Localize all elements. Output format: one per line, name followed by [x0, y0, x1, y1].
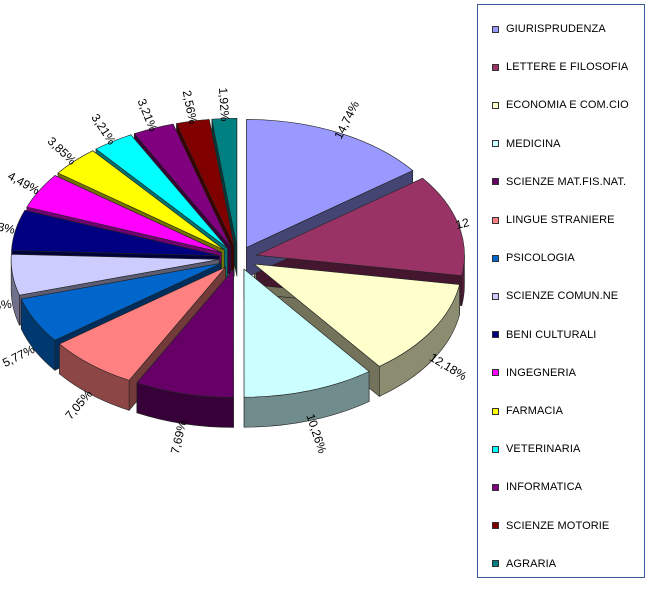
legend-swatch: [492, 178, 499, 186]
legend-label: INFORMATICA: [506, 481, 583, 494]
legend-item: MEDICINA: [492, 136, 561, 152]
legend-item: PSICOLOGIA: [492, 250, 575, 266]
pie-slice-2: [253, 263, 460, 367]
legend-item: INGEGNERIA: [492, 365, 576, 381]
pie-data-label-1: 12,82%: [454, 209, 470, 232]
legend-swatch: [492, 292, 499, 300]
legend-swatch: [492, 63, 499, 71]
legend-label: SCIENZE MOTORIE: [506, 519, 610, 532]
pie-slice-0: [246, 119, 414, 248]
pie-data-label-3: 10,26%: [303, 412, 329, 455]
legend-item: INFORMATICA: [492, 479, 582, 495]
legend-item: AGRARIA: [492, 556, 556, 572]
legend-item: SCIENZE MAT.FIS.NAT.: [492, 174, 626, 190]
pie-data-label-14: 1,92%: [216, 87, 232, 122]
legend-label: VETERINARIA: [506, 443, 581, 456]
pie-data-label-0: 14,74%: [331, 98, 362, 141]
pie-data-label-11: 3,21%: [88, 111, 119, 147]
pie-slice-4: [136, 268, 234, 398]
legend-item: VETERINARIA: [492, 441, 580, 457]
pie-slice-12: [133, 123, 232, 248]
chart-legend: GIURISPRUDENZA LETTERE E FILOSOFIA ECONOMI…: [477, 4, 645, 578]
legend-swatch: [492, 522, 499, 530]
legend-item: BENI CULTURALI: [492, 327, 596, 343]
pie-slice-6: [20, 262, 222, 341]
legend-swatch: [492, 369, 499, 377]
legend-swatch: [492, 101, 499, 109]
legend-label: FARMACIA: [506, 405, 564, 417]
legend-swatch: [492, 560, 499, 568]
pie-slice-10: [57, 150, 225, 251]
legend-label: LINGUE STRANIERE: [506, 214, 615, 226]
legend-item: SCIENZE MOTORIE: [492, 518, 609, 534]
pie-data-label-5: 7,05%: [62, 387, 95, 422]
pie-chart: 14,74% 12,82% 12,18% 10,26% 7,69% 7,05% 5,77% 5…: [0, 87, 470, 456]
legend-swatch: [492, 445, 499, 453]
legend-label: AGRARIA: [506, 557, 557, 570]
legend-swatch: [492, 331, 499, 339]
pie-slice-7: [10, 254, 220, 296]
legend-item: FARMACIA: [492, 403, 563, 419]
pie-slice-13: [175, 119, 235, 247]
pie-slice-1: [255, 177, 465, 276]
legend-item: SCIENZE COMUN.NE: [492, 288, 618, 304]
pie-slice-tops: [10, 117, 465, 398]
legend-swatch: [492, 483, 499, 491]
pie-data-label-4: 7,69%: [168, 419, 190, 456]
pie-slice-5: [58, 266, 226, 381]
legend-swatch: [492, 140, 499, 148]
pie-data-label-6: 5,77%: [0, 342, 37, 370]
legend-item: GIURISPRUDENZA: [492, 21, 606, 37]
pie-data-label-9: 4,49%: [5, 169, 42, 198]
pie-data-label-13: 2,56%: [180, 89, 201, 125]
legend-label: SCIENZE MAT.FIS.NAT.: [506, 175, 627, 188]
legend-label: SCIENZE COMUN.NE: [506, 290, 619, 303]
legend-swatch: [492, 407, 499, 415]
pie-slice-3: [243, 268, 370, 398]
pie-slice-14: [211, 117, 238, 247]
legend-label: INGEGNERIA: [506, 366, 577, 379]
legend-swatch: [492, 25, 499, 33]
legend-item: LINGUE STRANIERE: [492, 212, 615, 228]
pie-data-label-7: 5,13%: [0, 297, 13, 315]
legend-label: MEDICINA: [506, 137, 561, 150]
pie-slice-8: [11, 209, 220, 256]
legend-label: LETTERE E FILOSOFIA: [506, 61, 629, 74]
legend-label: PSICOLOGIA: [506, 252, 575, 265]
legend-item: LETTERE E FILOSOFIA: [492, 59, 628, 75]
legend-swatch: [492, 254, 499, 262]
legend-label: BENI CULTURALI: [506, 328, 597, 341]
legend-swatch: [492, 216, 499, 224]
legend-item: ECONOMIA E COM.CIO: [492, 97, 629, 113]
pie-data-label-2: 12,18%: [427, 350, 469, 383]
pie-slice-11: [95, 134, 228, 249]
legend-label: ECONOMIA E COM.CIO: [506, 99, 629, 112]
pie-data-label-12: 3,21%: [135, 97, 161, 134]
pie-slice-9: [26, 175, 222, 253]
pie-data-label-8: 5,13%: [0, 216, 16, 237]
legend-label: GIURISPRUDENZA: [506, 23, 606, 35]
